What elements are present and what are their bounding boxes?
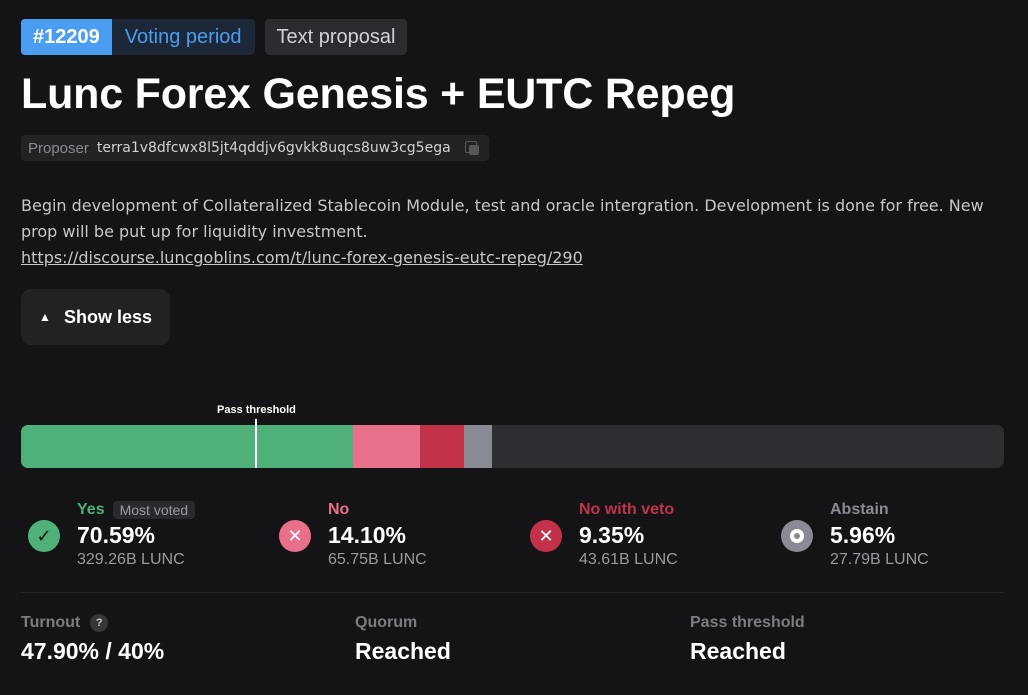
copy-icon[interactable] xyxy=(464,141,479,155)
proposer-address[interactable]: terra1v8dfcwx8l5jt4qddjv6gvkk8uqcs8uw3cg… xyxy=(96,140,451,156)
show-less-label: Show less xyxy=(64,306,153,327)
vote-distribution-bar xyxy=(21,425,1004,468)
turnout-value: 47.90% / 40% xyxy=(21,638,165,664)
yes-segment xyxy=(21,425,354,468)
no-segment xyxy=(353,425,420,468)
proposer-info: Proposer terra1v8dfcwx8l5jt4qddjv6gvkk8u… xyxy=(21,135,489,161)
option-name: No with veto xyxy=(579,501,675,518)
check-icon: ✓ xyxy=(28,520,60,552)
proposal-type-badge: Text proposal xyxy=(264,19,408,55)
option-percent: 9.35% xyxy=(579,522,645,548)
circle-icon xyxy=(781,520,813,552)
description-text: Begin development of Collateralized Stab… xyxy=(21,196,984,241)
vote-option-no-with-veto: ✕ No with veto 9.35% 43.61B LUNC xyxy=(530,500,678,569)
show-less-button[interactable]: ▲ Show less xyxy=(21,289,170,345)
option-percent: 14.10% xyxy=(328,522,407,548)
option-name: Yes xyxy=(77,501,105,518)
help-icon[interactable]: ? xyxy=(90,614,109,632)
quorum-value: Reached xyxy=(355,638,451,664)
proposal-badges: #12209 Voting period Text proposal xyxy=(21,19,408,55)
quorum-stat: Quorum Reached xyxy=(355,614,451,665)
vote-option-abstain: Abstain 5.96% 27.79B LUNC xyxy=(781,500,929,569)
option-percent: 5.96% xyxy=(830,522,896,548)
pass-threshold-label: Pass threshold xyxy=(216,404,296,416)
option-name: No xyxy=(328,501,350,518)
abstain-segment xyxy=(463,425,492,468)
vote-option-no: ✕ No 14.10% 65.75B LUNC xyxy=(279,500,427,569)
pass-threshold-value: Reached xyxy=(690,638,786,664)
proposal-description: Begin development of Collateralized Stab… xyxy=(21,193,1001,271)
quorum-label: Quorum xyxy=(355,614,418,631)
pass-threshold-stat: Pass threshold Reached xyxy=(690,614,805,665)
option-percent: 70.59% xyxy=(77,522,156,548)
x-icon: ✕ xyxy=(279,520,311,552)
id-status-badge: #12209 Voting period xyxy=(21,19,255,55)
x-icon: ✕ xyxy=(530,520,562,552)
page-title: Lunc Forex Genesis + EUTC Repeg xyxy=(21,70,736,118)
proposer-label: Proposer xyxy=(28,139,89,157)
most-voted-badge: Most voted xyxy=(112,501,196,519)
option-amount: 329.26B LUNC xyxy=(77,551,185,568)
proposal-id-badge: #12209 xyxy=(21,19,112,55)
option-name: Abstain xyxy=(830,501,889,518)
veto-segment xyxy=(419,425,464,468)
option-amount: 27.79B LUNC xyxy=(830,551,929,568)
pass-threshold-marker xyxy=(255,419,258,468)
turnout-label: Turnout xyxy=(21,614,81,631)
pass-threshold-stat-label: Pass threshold xyxy=(690,614,805,631)
divider xyxy=(21,592,1004,593)
status-badge: Voting period xyxy=(111,19,255,55)
chevron-up-icon: ▲ xyxy=(39,310,51,324)
option-amount: 43.61B LUNC xyxy=(579,551,678,568)
turnout-stat: Turnout ? 47.90% / 40% xyxy=(21,614,164,665)
discussion-link[interactable]: https://discourse.luncgoblins.com/t/lunc… xyxy=(21,248,583,267)
option-amount: 65.75B LUNC xyxy=(328,551,427,568)
vote-option-yes: ✓ Yes Most voted 70.59% 329.26B LUNC xyxy=(28,500,196,569)
